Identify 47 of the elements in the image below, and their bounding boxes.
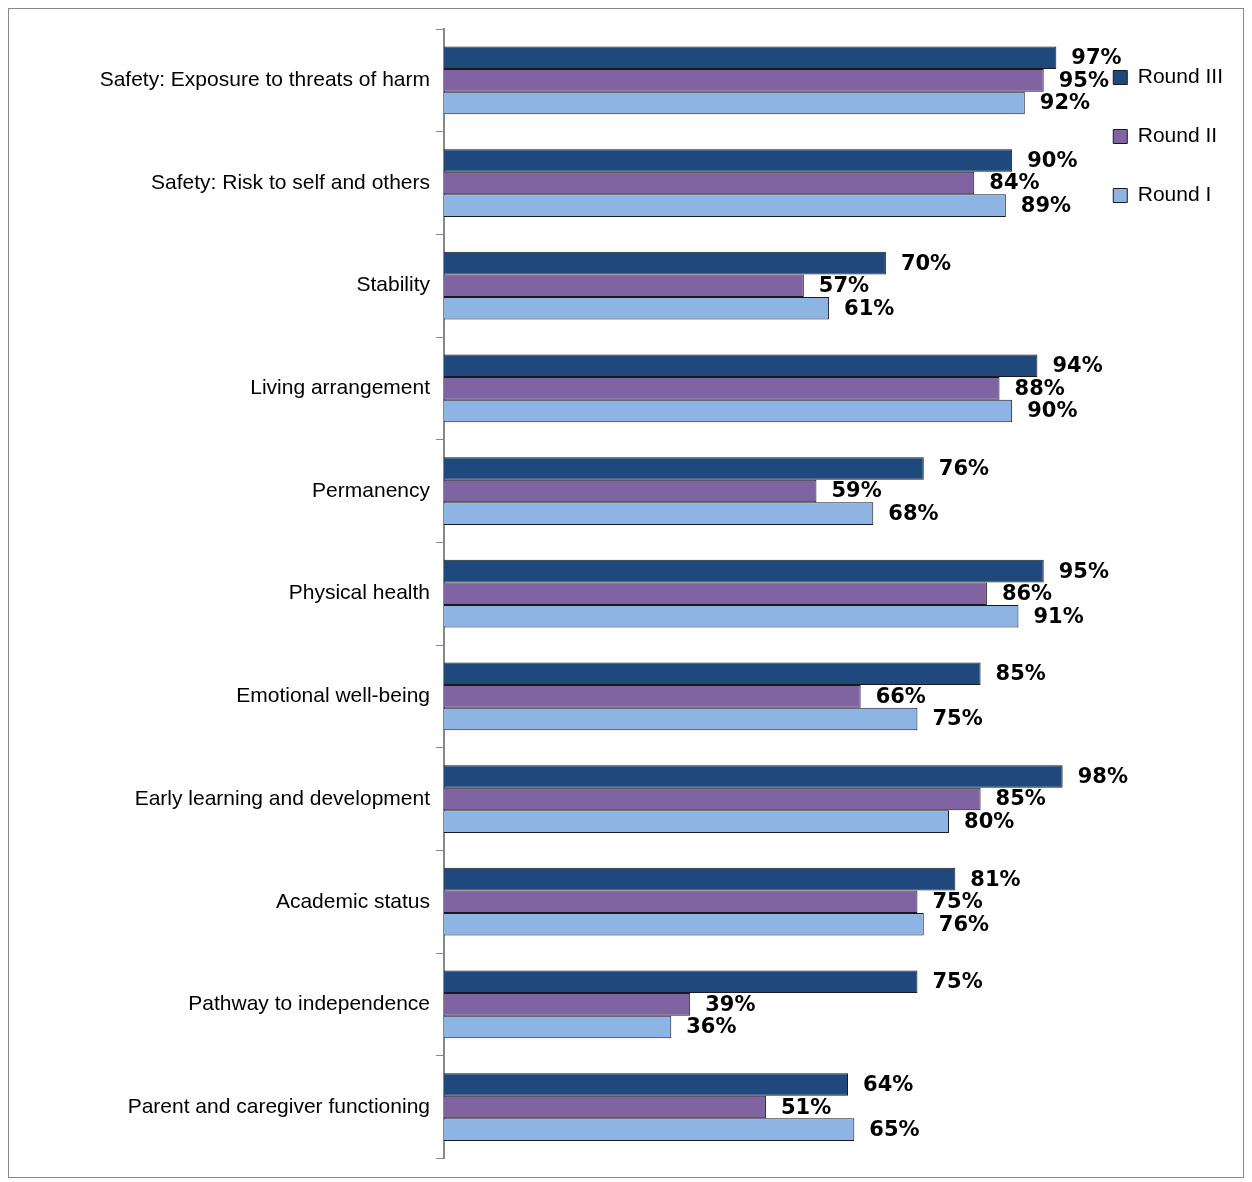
data-label: 80% [964, 809, 1015, 834]
data-label: 95% [1058, 558, 1109, 583]
y-tick-label: Emotional well-being [236, 683, 430, 707]
data-label: 68% [888, 501, 939, 526]
data-label: 95% [1058, 67, 1109, 92]
y-tick-label: Safety: Exposure to threats of harm [99, 67, 430, 91]
y-tick-label: Pathway to independence [188, 991, 430, 1015]
data-label: 86% [1001, 581, 1053, 606]
data-label: 66% [875, 683, 926, 708]
data-label: 89% [1020, 193, 1072, 218]
data-label: 92% [1039, 90, 1091, 115]
legend-label: Round I [1137, 182, 1212, 206]
y-tick-label: Permanency [312, 477, 431, 501]
data-label: 81% [970, 866, 1021, 891]
y-tick-label: Early learning and development [134, 785, 431, 809]
data-label: 70% [900, 250, 952, 275]
legend-label: Round III [1137, 64, 1224, 88]
data-label: 61% [844, 295, 895, 320]
data-label: 85% [995, 661, 1046, 686]
data-label: 84% [989, 170, 1040, 195]
data-label: 76% [938, 455, 990, 480]
data-label: 85% [995, 786, 1046, 811]
data-label: 64% [863, 1071, 914, 1096]
y-tick-label: Academic status [275, 888, 430, 912]
y-tick-label: Safety: Risk to self and others [151, 169, 430, 193]
data-label: 91% [1033, 603, 1084, 628]
data-label: 98% [1077, 763, 1128, 788]
y-tick-label: Physical health [288, 580, 430, 604]
data-label: 88% [1014, 375, 1065, 400]
data-label: 57% [818, 273, 870, 298]
y-tick-label: Parent and caregiver functioning [127, 1093, 430, 1117]
data-label: 90% [1027, 147, 1078, 172]
data-label: 75% [932, 889, 983, 914]
data-label: 36% [686, 1014, 737, 1039]
data-label: 65% [869, 1117, 920, 1142]
data-label: 97% [1071, 45, 1122, 70]
data-label: 75% [932, 969, 983, 994]
legend-label: Round II [1137, 123, 1218, 147]
data-label: 90% [1027, 398, 1078, 423]
data-label: 59% [831, 478, 882, 503]
data-label: 39% [705, 991, 756, 1016]
data-label: 94% [1052, 353, 1103, 378]
y-tick-label: Living arrangement [250, 375, 431, 399]
data-label: 51% [780, 1094, 832, 1119]
data-label: 75% [932, 706, 983, 731]
y-tick-label: Stability [356, 272, 431, 296]
data-label: 76% [938, 911, 990, 936]
